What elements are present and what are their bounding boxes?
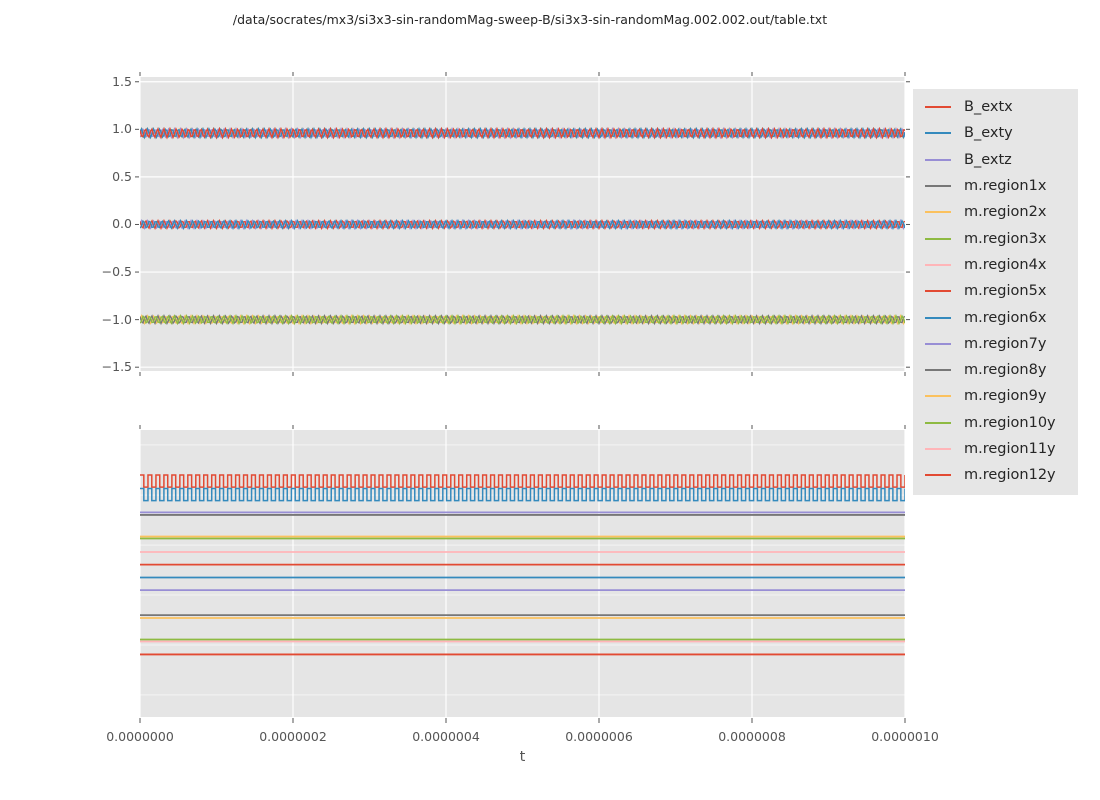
legend-label: m.region1x [964, 178, 1047, 195]
legend-item: m.region11y [913, 436, 1078, 462]
y-tick-label: −1.5 [101, 359, 132, 375]
legend-line-swatch [925, 448, 951, 450]
series-line [140, 218, 905, 231]
top-axes [140, 77, 905, 371]
legend-line-swatch [925, 316, 951, 319]
x-tick-label: 0.0000000 [106, 729, 174, 744]
series-line [140, 313, 905, 326]
x-axis-label: t [519, 749, 526, 765]
legend-line-swatch [925, 369, 951, 372]
legend-item: m.region9y [913, 383, 1078, 409]
bottom-plot-canvas [140, 430, 905, 717]
legend-item: B_extz [913, 147, 1078, 173]
series-line [140, 218, 905, 231]
legend-item: m.region3x [913, 225, 1078, 251]
legend-label: B_exty [964, 125, 1013, 142]
legend-label: m.region6x [964, 309, 1047, 326]
legend-label: m.region8y [964, 362, 1047, 379]
figure-title: /data/socrates/mx3/si3x3-sin-randomMag-s… [232, 12, 828, 27]
legend-label: m.region12y [964, 467, 1056, 484]
legend-label: m.region4x [964, 256, 1047, 273]
legend-label: m.region5x [964, 283, 1047, 300]
legend-line-swatch [925, 132, 951, 135]
legend-line-swatch [925, 185, 951, 188]
bottom-axes [140, 430, 905, 717]
legend-item: m.region1x [913, 173, 1078, 199]
legend-line-swatch [925, 263, 951, 266]
top-plot-canvas [140, 77, 905, 371]
y-tick-label: 1.5 [112, 73, 132, 89]
legend-line-swatch [925, 237, 951, 240]
legend-item: m.region10y [913, 410, 1078, 436]
y-tick-label: 1.0 [112, 121, 132, 137]
y-tick-label: −1.0 [101, 311, 132, 327]
x-tick-label: 0.0000006 [565, 729, 633, 744]
series-line [140, 313, 905, 326]
legend-line-swatch [925, 211, 951, 214]
legend-label: m.region10y [964, 414, 1056, 431]
x-tick-label: 0.0000008 [718, 729, 786, 744]
legend-label: m.region2x [964, 204, 1047, 221]
series-line [140, 126, 905, 140]
legend-item: m.region5x [913, 278, 1078, 304]
legend-item: m.region2x [913, 199, 1078, 225]
x-tick-label: 0.0000004 [412, 729, 480, 744]
legend-item: B_exty [913, 120, 1078, 146]
legend-item: m.region6x [913, 304, 1078, 330]
legend-line-swatch [925, 290, 951, 293]
y-tick-label: −0.5 [101, 264, 132, 280]
series-line [140, 487, 905, 502]
legend-line-swatch [925, 158, 951, 161]
legend-item: B_extx [913, 94, 1078, 120]
legend-label: B_extz [964, 151, 1012, 168]
legend-line-swatch [925, 395, 951, 398]
legend-line-swatch [925, 342, 951, 345]
legend-item: m.region4x [913, 252, 1078, 278]
series-line [140, 474, 905, 488]
legend-label: B_extx [964, 99, 1013, 116]
legend-item: m.region7y [913, 331, 1078, 357]
series-line [140, 313, 905, 326]
legend-line-swatch [925, 474, 951, 477]
legend-line-swatch [925, 421, 951, 424]
legend-item: m.region12y [913, 462, 1078, 488]
x-tick-label: 0.0000002 [259, 729, 327, 744]
y-tick-label: 0.0 [112, 216, 132, 232]
legend-label: m.region11y [964, 441, 1056, 457]
series-line [140, 218, 905, 231]
x-tick-label: 0.0000010 [871, 729, 939, 744]
legend-line-swatch [925, 106, 951, 109]
y-tick-label: 0.5 [112, 168, 132, 184]
legend-item: m.region8y [913, 357, 1078, 383]
legend: B_extx B_exty B_extz m.region1x m.region2x m.… [913, 89, 1078, 496]
legend-label: m.region7y [964, 335, 1047, 352]
legend-label: m.region3x [964, 230, 1047, 247]
legend-label: m.region9y [964, 388, 1047, 405]
